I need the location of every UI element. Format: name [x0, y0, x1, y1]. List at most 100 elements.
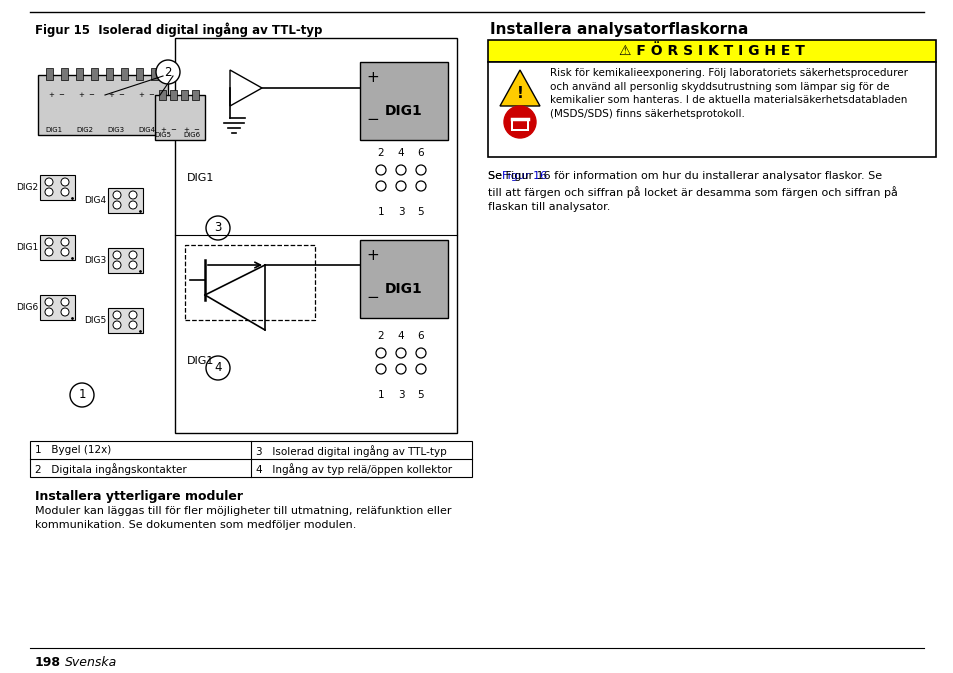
- Text: 4: 4: [397, 148, 404, 158]
- Text: DIG6: DIG6: [16, 303, 38, 312]
- Text: ⚠ F Ö R S I K T I G H E T: ⚠ F Ö R S I K T I G H E T: [618, 44, 804, 58]
- Bar: [170, 90, 177, 100]
- Text: DIG3: DIG3: [108, 127, 125, 133]
- Text: −: −: [118, 92, 124, 98]
- Bar: [76, 68, 83, 80]
- Text: DIG1: DIG1: [385, 282, 422, 296]
- Bar: [40, 175, 75, 200]
- Text: DIG4: DIG4: [84, 196, 106, 205]
- Text: DIG1: DIG1: [187, 173, 214, 183]
- Text: 6: 6: [417, 331, 424, 341]
- Text: 3: 3: [214, 221, 221, 234]
- Circle shape: [45, 178, 53, 186]
- Circle shape: [129, 311, 137, 319]
- Bar: [513, 121, 526, 129]
- Text: 2: 2: [377, 331, 384, 341]
- Text: 4: 4: [214, 361, 221, 374]
- Text: 3: 3: [397, 390, 404, 400]
- Circle shape: [112, 321, 121, 329]
- Circle shape: [206, 216, 230, 240]
- Circle shape: [61, 248, 69, 256]
- Circle shape: [416, 165, 426, 175]
- Bar: [30, 441, 472, 477]
- Text: +: +: [108, 92, 113, 98]
- Circle shape: [112, 261, 121, 269]
- Text: −: −: [58, 92, 64, 98]
- Text: 4: 4: [397, 331, 404, 341]
- Bar: [185, 245, 314, 320]
- Bar: [108, 188, 143, 213]
- Circle shape: [375, 181, 386, 191]
- Circle shape: [129, 201, 137, 209]
- Polygon shape: [499, 70, 539, 106]
- Text: −: −: [88, 92, 93, 98]
- Bar: [91, 68, 98, 80]
- Polygon shape: [230, 70, 262, 106]
- Text: +: +: [366, 248, 378, 264]
- Text: +: +: [183, 127, 189, 133]
- Circle shape: [375, 165, 386, 175]
- Circle shape: [112, 191, 121, 199]
- Circle shape: [112, 311, 121, 319]
- Text: 4   Ingång av typ relä/öppen kollektor: 4 Ingång av typ relä/öppen kollektor: [255, 463, 452, 475]
- Text: 1: 1: [78, 388, 86, 402]
- Circle shape: [61, 188, 69, 196]
- Bar: [174, 38, 456, 433]
- Circle shape: [395, 348, 406, 358]
- Text: Se: Se: [488, 171, 505, 181]
- Bar: [192, 90, 199, 100]
- Bar: [159, 90, 166, 100]
- Text: 1   Bygel (12x): 1 Bygel (12x): [35, 445, 112, 455]
- Text: Figur 15  Isolerad digital ingång av TTL-typ: Figur 15 Isolerad digital ingång av TTL-…: [35, 22, 322, 36]
- Circle shape: [416, 181, 426, 191]
- Circle shape: [129, 191, 137, 199]
- Circle shape: [112, 251, 121, 259]
- Text: +: +: [78, 92, 84, 98]
- Text: 5: 5: [417, 207, 424, 217]
- Bar: [359, 62, 448, 140]
- Circle shape: [45, 188, 53, 196]
- Bar: [181, 90, 188, 100]
- Bar: [488, 40, 935, 62]
- Bar: [46, 68, 53, 80]
- Text: DIG5: DIG5: [154, 132, 172, 138]
- Bar: [61, 68, 68, 80]
- Text: Risk för kemikalieexponering. Följ laboratoriets säkerhetsprocedurer
och använd : Risk för kemikalieexponering. Följ labor…: [550, 68, 907, 119]
- Circle shape: [395, 181, 406, 191]
- Text: Installera analysatorflaskorna: Installera analysatorflaskorna: [490, 22, 747, 37]
- Bar: [136, 68, 143, 80]
- Bar: [108, 248, 143, 273]
- Text: −: −: [366, 112, 378, 127]
- Bar: [40, 295, 75, 320]
- Text: 2: 2: [164, 65, 172, 79]
- Text: 1: 1: [377, 390, 384, 400]
- Text: DIG1: DIG1: [187, 356, 214, 366]
- Circle shape: [129, 251, 137, 259]
- Bar: [121, 68, 128, 80]
- Circle shape: [416, 348, 426, 358]
- Circle shape: [375, 364, 386, 374]
- Circle shape: [375, 348, 386, 358]
- Text: +: +: [138, 92, 144, 98]
- Text: Figur 16: Figur 16: [501, 171, 547, 181]
- Bar: [38, 75, 168, 135]
- Circle shape: [503, 106, 536, 138]
- Circle shape: [61, 308, 69, 316]
- Text: 1: 1: [377, 207, 384, 217]
- Circle shape: [45, 298, 53, 306]
- Circle shape: [129, 321, 137, 329]
- Circle shape: [61, 178, 69, 186]
- Text: +: +: [366, 71, 378, 85]
- Text: DIG1: DIG1: [46, 127, 63, 133]
- Bar: [511, 119, 529, 131]
- Text: DIG4: DIG4: [138, 127, 155, 133]
- Text: 3: 3: [397, 207, 404, 217]
- Text: −: −: [148, 92, 153, 98]
- Text: DIG1: DIG1: [385, 104, 422, 118]
- Bar: [151, 68, 158, 80]
- Bar: [359, 240, 448, 318]
- Circle shape: [156, 60, 180, 84]
- Text: DIG1: DIG1: [16, 243, 38, 252]
- Bar: [488, 62, 935, 157]
- Circle shape: [395, 364, 406, 374]
